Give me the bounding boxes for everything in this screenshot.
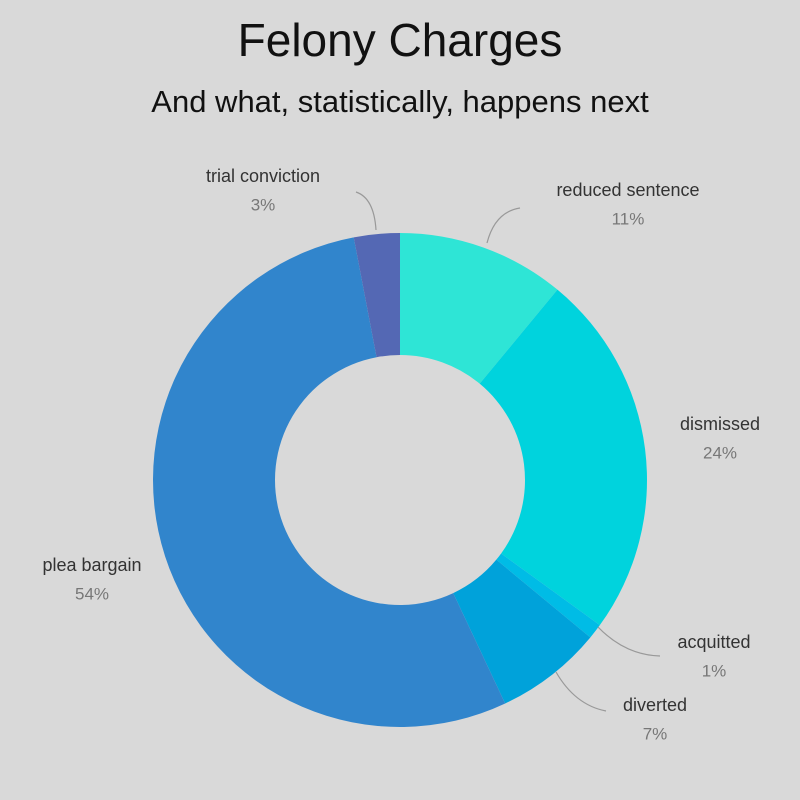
leader-line <box>486 207 521 244</box>
slice-label: diverted <box>623 695 687 715</box>
slice-value-label: 1% <box>702 661 727 680</box>
donut-slice <box>453 559 591 704</box>
slice-label: dismissed <box>680 414 760 434</box>
donut-slice <box>353 233 400 358</box>
donut-slice <box>496 553 600 638</box>
leader-line <box>555 671 607 712</box>
slice-value-label: 24% <box>703 443 737 462</box>
donut-slice <box>479 289 648 626</box>
chart-title: Felony Charges <box>238 14 563 66</box>
chart-subtitle: And what, statistically, happens next <box>151 84 649 119</box>
slice-label: trial conviction <box>206 166 320 186</box>
donut-slice <box>153 237 506 727</box>
slice-label: plea bargain <box>42 555 141 575</box>
slice-value-label: 54% <box>75 584 109 603</box>
slice-value-label: 3% <box>251 195 276 214</box>
leader-line <box>597 626 661 657</box>
slice-label: reduced sentence <box>556 180 699 200</box>
slice-value-label: 11% <box>612 209 645 228</box>
leader-line <box>355 191 377 231</box>
slice-label: acquitted <box>677 632 750 652</box>
slice-value-label: 7% <box>643 724 668 743</box>
donut-slice <box>400 233 558 384</box>
